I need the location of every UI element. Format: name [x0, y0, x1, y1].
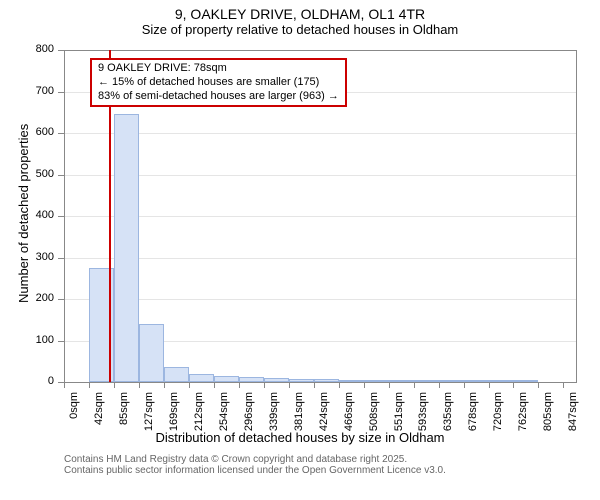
- x-tick: [139, 382, 140, 388]
- histogram-bar: [414, 380, 439, 382]
- grid-line: [64, 133, 577, 134]
- x-tick-label: 127sqm: [143, 392, 155, 431]
- histogram-bar: [164, 367, 189, 382]
- histogram-bar: [139, 324, 164, 382]
- x-tick: [339, 382, 340, 388]
- histogram-bar: [114, 114, 139, 382]
- right-axis: [576, 50, 577, 382]
- x-tick: [489, 382, 490, 388]
- histogram-bar: [339, 380, 364, 382]
- y-tick-label: 0: [20, 375, 54, 387]
- x-tick-label: 169sqm: [168, 392, 180, 431]
- attribution-line1: Contains HM Land Registry data © Crown c…: [64, 454, 600, 465]
- x-tick: [563, 382, 564, 388]
- y-tick-label: 700: [20, 85, 54, 97]
- x-tick: [214, 382, 215, 388]
- histogram-bar: [264, 378, 289, 382]
- x-tick-label: 381sqm: [293, 392, 305, 431]
- x-tick: [239, 382, 240, 388]
- x-tick: [513, 382, 514, 388]
- annotation-line1: 9 OAKLEY DRIVE: 78sqm: [98, 62, 339, 76]
- attribution: Contains HM Land Registry data © Crown c…: [0, 454, 600, 476]
- x-tick-label: 0sqm: [68, 392, 80, 419]
- y-tick-label: 200: [20, 292, 54, 304]
- histogram-bar: [364, 380, 389, 382]
- x-tick: [538, 382, 539, 388]
- histogram-bar: [439, 380, 464, 382]
- x-tick-label: 508sqm: [368, 392, 380, 431]
- x-tick-label: 635sqm: [443, 392, 455, 431]
- x-tick: [114, 382, 115, 388]
- x-tick-label: 212sqm: [193, 392, 205, 431]
- x-tick-label: 296sqm: [243, 392, 255, 431]
- title-line1: 9, OAKLEY DRIVE, OLDHAM, OL1 4TR: [0, 6, 600, 22]
- x-tick: [464, 382, 465, 388]
- grid-line: [64, 216, 577, 217]
- chart-title: 9, OAKLEY DRIVE, OLDHAM, OL1 4TR Size of…: [0, 6, 600, 37]
- y-tick-label: 100: [20, 334, 54, 346]
- x-tick-label: 42sqm: [93, 392, 105, 425]
- title-line2: Size of property relative to detached ho…: [0, 22, 600, 37]
- left-axis: [64, 50, 65, 382]
- y-tick-label: 300: [20, 251, 54, 263]
- histogram-bar: [513, 380, 538, 382]
- histogram-bar: [189, 374, 214, 382]
- x-tick: [89, 382, 90, 388]
- x-tick: [314, 382, 315, 388]
- histogram-bar: [239, 377, 264, 382]
- x-tick-label: 466sqm: [343, 392, 355, 431]
- histogram-bar: [214, 376, 239, 382]
- x-tick-label: 720sqm: [493, 392, 505, 431]
- y-tick-label: 400: [20, 209, 54, 221]
- histogram-bar: [289, 379, 314, 382]
- x-tick-label: 678sqm: [468, 392, 480, 431]
- x-tick-label: 805sqm: [542, 392, 554, 431]
- x-tick: [389, 382, 390, 388]
- y-tick-label: 600: [20, 126, 54, 138]
- histogram-bar: [464, 380, 489, 382]
- grid-line: [64, 175, 577, 176]
- y-tick-label: 800: [20, 43, 54, 55]
- x-tick-label: 762sqm: [518, 392, 530, 431]
- x-tick: [289, 382, 290, 388]
- x-tick: [64, 382, 65, 388]
- x-tick-label: 847sqm: [567, 392, 579, 431]
- grid-line: [64, 258, 577, 259]
- x-tick: [414, 382, 415, 388]
- x-tick: [189, 382, 190, 388]
- annotation-box: 9 OAKLEY DRIVE: 78sqm← 15% of detached h…: [90, 58, 347, 107]
- histogram-bar: [314, 379, 339, 382]
- x-tick: [164, 382, 165, 388]
- histogram-bar: [389, 380, 414, 382]
- x-tick-label: 551sqm: [393, 392, 405, 431]
- x-tick-label: 593sqm: [418, 392, 430, 431]
- x-tick: [439, 382, 440, 388]
- x-tick-label: 85sqm: [118, 392, 130, 425]
- x-tick: [264, 382, 265, 388]
- x-tick-label: 339sqm: [268, 392, 280, 431]
- x-axis-label: Distribution of detached houses by size …: [0, 430, 600, 445]
- x-tick-label: 424sqm: [318, 392, 330, 431]
- x-tick: [364, 382, 365, 388]
- attribution-line2: Contains public sector information licen…: [64, 465, 600, 476]
- grid-line: [64, 382, 577, 383]
- grid-line: [64, 299, 577, 300]
- annotation-line2: ← 15% of detached houses are smaller (17…: [98, 76, 339, 90]
- y-tick-label: 500: [20, 168, 54, 180]
- top-axis: [64, 50, 577, 51]
- histogram-bar: [489, 380, 514, 382]
- annotation-line3: 83% of semi-detached houses are larger (…: [98, 90, 339, 104]
- x-tick-label: 254sqm: [218, 392, 230, 431]
